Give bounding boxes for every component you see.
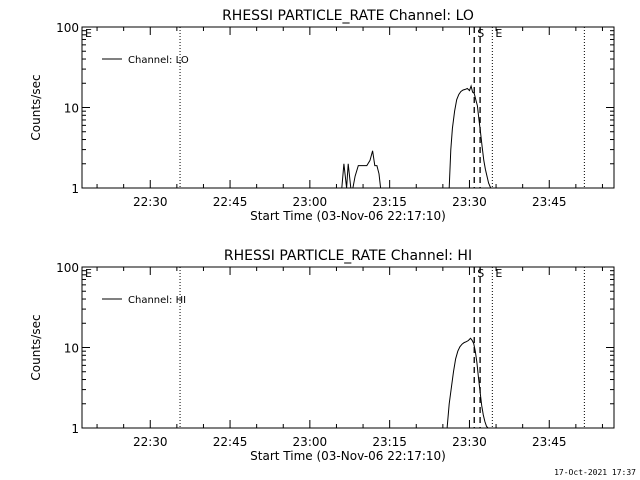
x-tick-label: 22:45 [213, 435, 248, 449]
x-tick-label: 23:15 [372, 435, 407, 449]
x-tick-label: 22:45 [213, 195, 248, 209]
chart-panel-lo: RHESSI PARTICLE_RATE Channel: LO 22:30 22:… [29, 8, 615, 223]
footer-timestamp: 17-Oct-2021 17:37 [554, 468, 636, 477]
y-tick-label: 100 [56, 261, 79, 275]
chart-title: RHESSI PARTICLE_RATE Channel: HI [224, 248, 472, 264]
legend-label: Channel: LO [128, 55, 189, 66]
series-line [341, 84, 492, 189]
x-tick-label: 23:00 [293, 435, 328, 449]
x-axis-label: Start Time (03-Nov-06 22:17:10) [250, 449, 446, 463]
event-marker-label: E [85, 267, 92, 280]
x-tick-label: 23:45 [532, 435, 567, 449]
event-marker-label: E [495, 27, 502, 40]
series-line [446, 337, 489, 429]
plot-frame [81, 266, 615, 429]
chart-title: RHESSI PARTICLE_RATE Channel: LO [222, 8, 474, 24]
x-tick-label: 23:00 [293, 195, 328, 209]
event-marker-label: E [495, 267, 502, 280]
y-tick-label: 10 [64, 102, 79, 116]
x-tick-label: 23:15 [372, 195, 407, 209]
x-axis-label: Start Time (03-Nov-06 22:17:10) [250, 209, 446, 223]
legend-label: Channel: HI [128, 295, 186, 306]
y-axis-label: Counts/sec [29, 314, 43, 380]
x-tick-label: 23:30 [452, 435, 487, 449]
y-tick-label: 10 [64, 342, 79, 356]
x-tick-label: 23:45 [532, 195, 567, 209]
x-tick-label: 22:30 [133, 435, 168, 449]
y-tick-label: 100 [56, 21, 79, 35]
event-marker-label: S [477, 267, 484, 280]
y-tick-label: 1 [71, 182, 79, 196]
chart-panel-hi: RHESSI PARTICLE_RATE Channel: HI 22:30 22:… [29, 248, 615, 463]
y-tick-label: 1 [71, 422, 79, 436]
y-axis-label: Counts/sec [29, 74, 43, 140]
event-marker-label: E [85, 27, 92, 40]
x-tick-label: 23:30 [452, 195, 487, 209]
x-tick-label: 22:30 [133, 195, 168, 209]
event-marker-label: S [477, 27, 484, 40]
